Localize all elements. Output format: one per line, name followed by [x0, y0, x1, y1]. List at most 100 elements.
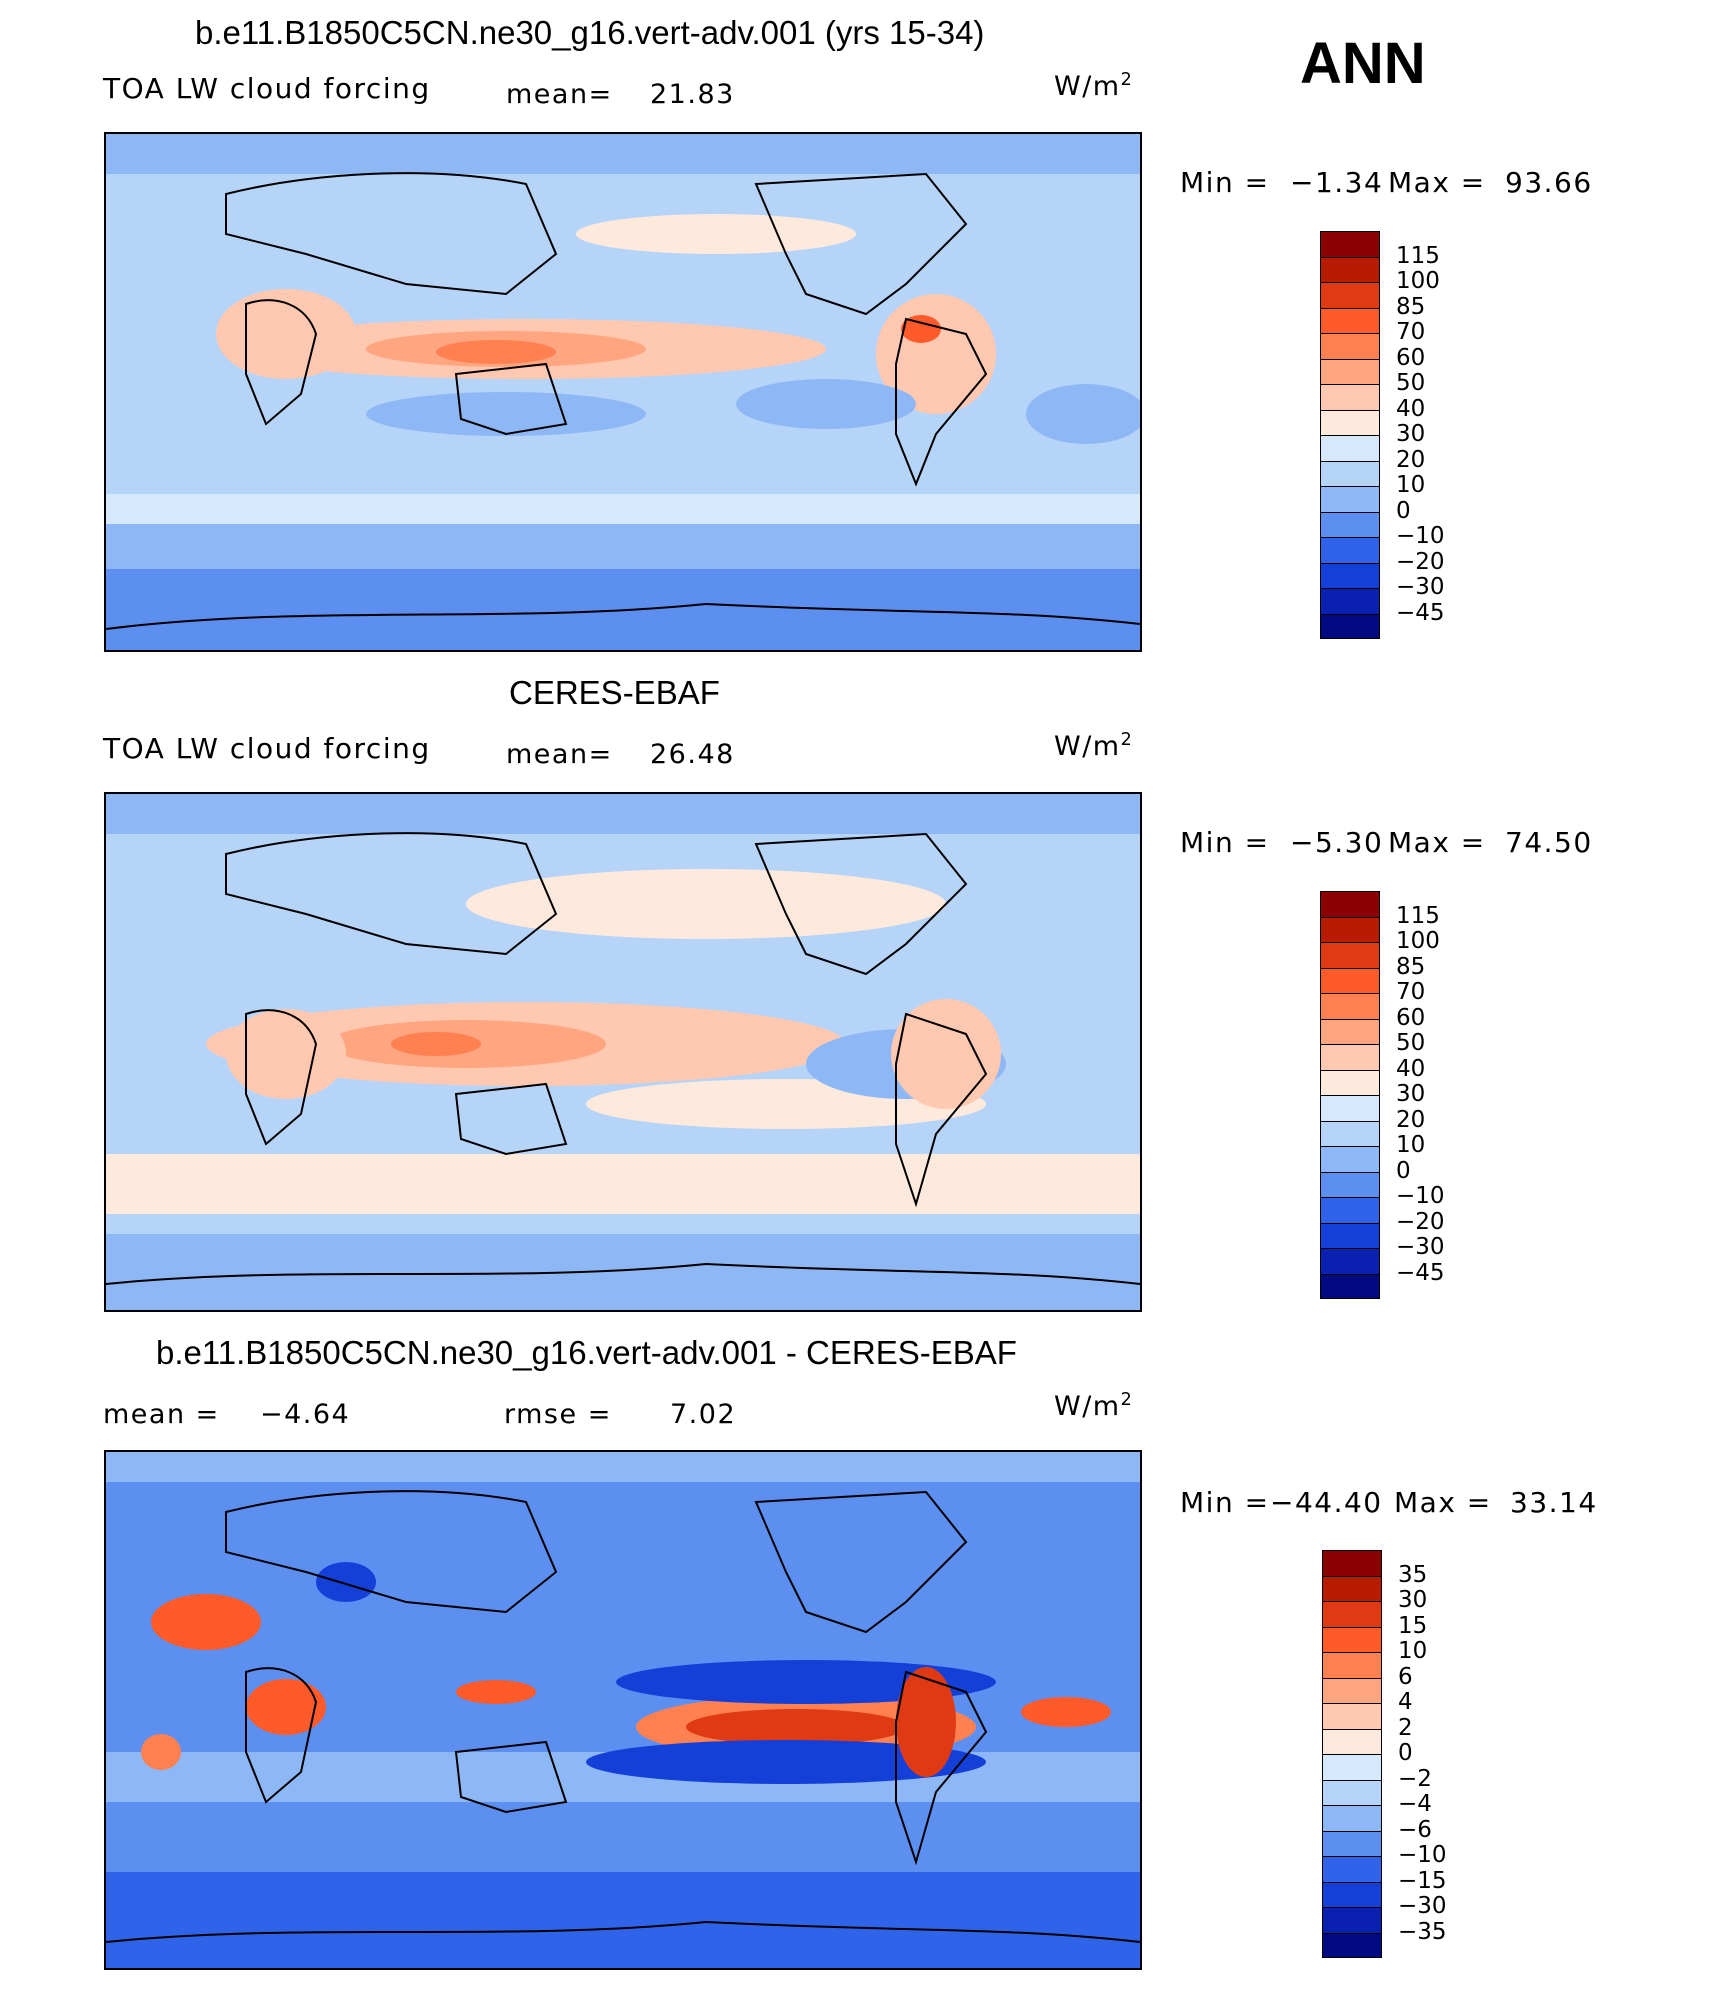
colorbar-tick-label: 70: [1396, 319, 1426, 345]
colorbar-tick-label: 70: [1396, 979, 1426, 1005]
colorbar-tick-label: 0: [1398, 1740, 1413, 1766]
colorbar-tick-label: −30: [1396, 574, 1445, 600]
colorbar-cell: [1320, 511, 1380, 537]
colorbar-tick-label: 60: [1396, 344, 1426, 371]
colorbar-cell: [1322, 1779, 1382, 1805]
panel1-min-value: −1.34: [1290, 166, 1384, 199]
colorbar-cell: [1320, 993, 1380, 1019]
panel2-title: CERES-EBAF: [509, 674, 720, 711]
colorbar-cell: [1320, 435, 1380, 461]
colorbar-tick-label: 40: [1396, 1055, 1426, 1082]
colorbar-cell: [1320, 460, 1380, 486]
panel3-map-svg: [106, 1452, 1140, 1968]
colorbar-cell: [1320, 916, 1380, 942]
colorbar-tick-label: 15: [1398, 1612, 1428, 1639]
colorbar-tick-label: −15: [1398, 1867, 1447, 1894]
panel2-min-value: −5.30: [1290, 826, 1384, 859]
panel3-min-value: −44.40: [1270, 1486, 1383, 1519]
colorbar-tick-label: 6: [1398, 1663, 1413, 1690]
colorbar-tick-label: −45: [1396, 599, 1445, 626]
colorbar-tick-label: −45: [1396, 1259, 1445, 1286]
colorbar-cell: [1322, 1728, 1382, 1754]
panel3-title: b.e11.B1850C5CN.ne30_g16.vert-adv.001 - …: [156, 1334, 1017, 1371]
panel2-variable-label: TOA LW cloud forcing: [103, 732, 431, 765]
colorbar-tick-label: −35: [1398, 1918, 1447, 1945]
colorbar-tick-label: −2: [1398, 1765, 1432, 1792]
colorbar-tick-label: 4: [1398, 1689, 1413, 1715]
colorbar-tick-label: 100: [1396, 268, 1440, 294]
colorbar-tick-label: −6: [1398, 1816, 1432, 1843]
panel1-colorbar: [1320, 231, 1380, 639]
colorbar-tick-label: −30: [1398, 1893, 1447, 1919]
colorbar-tick-label: 10: [1398, 1638, 1428, 1664]
panel3-colorbar: [1322, 1550, 1382, 1958]
panel1-min-label: Min =: [1180, 166, 1270, 199]
panel2-max-value: 74.50: [1505, 826, 1593, 859]
colorbar-tick-label: −10: [1398, 1842, 1447, 1868]
panel2-map-svg: [106, 794, 1140, 1310]
panel2-mean-value: 26.48: [650, 739, 735, 770]
colorbar-tick-label: 115: [1396, 902, 1440, 929]
panel1-title: b.e11.B1850C5CN.ne30_g16.vert-adv.001 (y…: [195, 14, 985, 51]
colorbar-cell: [1320, 588, 1380, 614]
colorbar-cell: [1322, 1805, 1382, 1831]
colorbar-tick-label: 10: [1396, 1132, 1426, 1158]
panel3-min-label: Min =: [1180, 1486, 1270, 1519]
panel3-rmse-value: 7.02: [670, 1399, 737, 1430]
colorbar-tick-label: −4: [1398, 1791, 1432, 1817]
colorbar-cell: [1320, 384, 1380, 410]
colorbar-cell: [1322, 1754, 1382, 1780]
colorbar-tick-label: −10: [1396, 1183, 1445, 1209]
colorbar-tick-label: 10: [1396, 472, 1426, 498]
season-label: ANN: [1300, 31, 1426, 96]
colorbar-cell: [1322, 1932, 1382, 1958]
colorbar-tick-label: −20: [1396, 548, 1445, 575]
colorbar-cell: [1320, 282, 1380, 308]
panel2-colorbar: [1320, 891, 1380, 1299]
colorbar-tick-label: 20: [1396, 1106, 1426, 1133]
panel1-max-value: 93.66: [1505, 166, 1593, 199]
colorbar-tick-label: 0: [1396, 1157, 1411, 1184]
colorbar-tick-label: 50: [1396, 1030, 1426, 1056]
colorbar-tick-label: 85: [1396, 953, 1426, 980]
panel3-units: W/m2: [1054, 1390, 1134, 1422]
colorbar-cell: [1322, 1550, 1382, 1576]
colorbar-tick-label: 60: [1396, 1004, 1426, 1031]
colorbar-tick-label: 40: [1396, 395, 1426, 422]
panel3-map: [104, 1450, 1142, 1970]
panel3-mean-value: −4.64: [260, 1399, 351, 1430]
colorbar-cell: [1320, 1222, 1380, 1248]
colorbar-cell: [1320, 1273, 1380, 1299]
colorbar-cell: [1320, 942, 1380, 968]
panel2-mean-label: mean=: [506, 739, 613, 770]
colorbar-cell: [1322, 1601, 1382, 1627]
colorbar-cell: [1320, 537, 1380, 563]
colorbar-tick-label: 35: [1398, 1561, 1428, 1588]
colorbar-cell: [1322, 1856, 1382, 1882]
colorbar-cell: [1320, 409, 1380, 435]
colorbar-tick-label: −10: [1396, 523, 1445, 549]
colorbar-tick-label: 85: [1396, 293, 1426, 320]
colorbar-cell: [1320, 1120, 1380, 1146]
colorbar-cell: [1322, 1881, 1382, 1907]
colorbar-cell: [1320, 1197, 1380, 1223]
colorbar-cell: [1322, 1575, 1382, 1601]
panel1-map-svg: [106, 134, 1140, 650]
panel3-rmse-label: rmse =: [504, 1399, 612, 1430]
colorbar-tick-label: −30: [1396, 1234, 1445, 1260]
panel2-max-label: Max =: [1388, 826, 1486, 859]
colorbar-tick-label: −20: [1396, 1208, 1445, 1235]
panel3-max-value: 33.14: [1510, 1486, 1598, 1519]
colorbar-tick-label: 0: [1396, 497, 1411, 524]
colorbar-cell: [1320, 562, 1380, 588]
colorbar-tick-label: 30: [1398, 1587, 1428, 1613]
panel3-max-label: Max =: [1394, 1486, 1492, 1519]
colorbar-cell: [1320, 231, 1380, 257]
colorbar-tick-label: 30: [1396, 1081, 1426, 1107]
colorbar-cell: [1320, 307, 1380, 333]
colorbar-tick-label: 100: [1396, 928, 1440, 954]
colorbar-cell: [1320, 1171, 1380, 1197]
panel2-min-label: Min =: [1180, 826, 1270, 859]
colorbar-cell: [1320, 613, 1380, 639]
panel1-variable-label: TOA LW cloud forcing: [103, 72, 431, 105]
